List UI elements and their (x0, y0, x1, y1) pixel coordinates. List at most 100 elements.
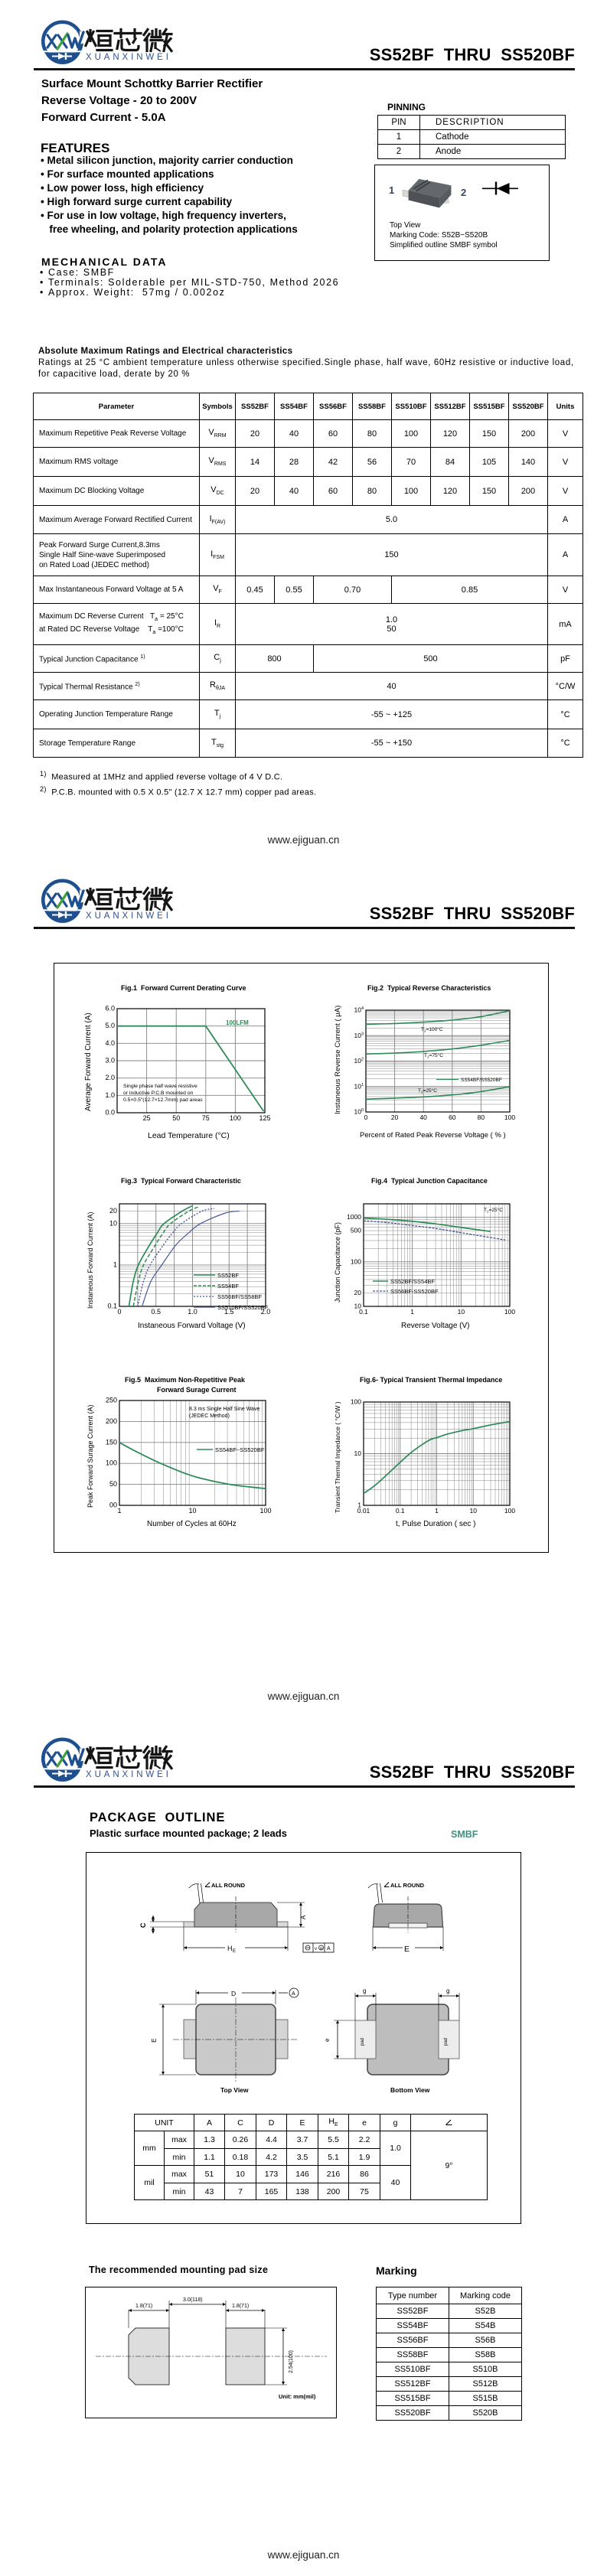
svg-text:0.01: 0.01 (357, 1507, 370, 1515)
svg-text:60: 60 (449, 1114, 456, 1121)
svg-text:10: 10 (109, 1219, 117, 1227)
svg-text:10: 10 (458, 1308, 465, 1316)
svg-text:SS52BF/SS54BF: SS52BF/SS54BF (390, 1278, 435, 1285)
svg-text:H: H (227, 1945, 233, 1952)
svg-text:0.1: 0.1 (107, 1303, 117, 1310)
svg-text:0.5×0.5"(12.7×12.7mm) pad area: 0.5×0.5"(12.7×12.7mm) pad areas (123, 1097, 203, 1103)
svg-text:J: J (427, 1055, 429, 1059)
svg-text:D: D (231, 1990, 236, 1997)
svg-text:0: 0 (117, 1308, 121, 1316)
svg-text:Top View: Top View (220, 2086, 249, 2094)
svg-text:SS56BF-SS520BF: SS56BF-SS520BF (390, 1288, 439, 1295)
svg-text:e: e (324, 2038, 331, 2042)
svg-text:100LFM: 100LFM (226, 1019, 249, 1026)
svg-text:=25°C: =25°C (423, 1087, 438, 1094)
svg-text:SS54BF: SS54BF (217, 1283, 239, 1290)
svg-text:3.0: 3.0 (105, 1057, 115, 1065)
svg-text:1.0: 1.0 (188, 1308, 197, 1316)
svg-text:T: T (484, 1208, 487, 1213)
svg-text:80: 80 (478, 1114, 485, 1121)
svg-text:ALL ROUND: ALL ROUND (211, 1882, 246, 1889)
svg-text:150: 150 (106, 1438, 117, 1446)
svg-text:104: 104 (354, 1006, 364, 1014)
svg-text:40: 40 (419, 1114, 427, 1121)
svg-text:3.0(118): 3.0(118) (183, 2297, 203, 2303)
svg-text:50: 50 (109, 1480, 117, 1488)
svg-text:v: v (315, 1947, 317, 1952)
svg-text:5.0: 5.0 (105, 1022, 115, 1029)
svg-text:10: 10 (188, 1507, 196, 1515)
svg-text:6.0: 6.0 (105, 1005, 115, 1012)
svg-text:25: 25 (143, 1114, 151, 1122)
svg-text:1000: 1000 (347, 1213, 361, 1221)
svg-text:SS510BF/SS520BF: SS510BF/SS520BF (217, 1304, 269, 1311)
svg-text:Bottom View: Bottom View (390, 2086, 430, 2094)
svg-text:A: A (292, 1991, 295, 1997)
svg-text:20: 20 (391, 1114, 399, 1121)
svg-text:101: 101 (354, 1082, 364, 1090)
svg-text:2.0: 2.0 (105, 1074, 115, 1081)
svg-text:20: 20 (354, 1289, 362, 1296)
svg-text:0.0: 0.0 (105, 1109, 115, 1117)
svg-text:0.1: 0.1 (359, 1308, 368, 1316)
svg-text:100: 100 (504, 1308, 515, 1316)
svg-text:2.54(100): 2.54(100) (289, 2350, 294, 2373)
svg-text:pad: pad (361, 2038, 365, 2046)
svg-text:g: g (446, 1987, 449, 1994)
svg-text:250: 250 (106, 1397, 117, 1404)
svg-text:20: 20 (109, 1207, 117, 1215)
svg-text:E: E (150, 2038, 158, 2043)
svg-text:E: E (233, 1949, 236, 1954)
svg-text:100: 100 (106, 1459, 117, 1467)
svg-text:100: 100 (230, 1114, 241, 1122)
svg-text:100: 100 (351, 1257, 361, 1265)
svg-text:SS54BF~SS520BF: SS54BF~SS520BF (215, 1446, 265, 1453)
svg-text:100: 100 (504, 1114, 515, 1121)
svg-text:(JEDEC Method): (JEDEC Method) (189, 1414, 230, 1419)
svg-text:500: 500 (351, 1227, 361, 1234)
svg-text:102: 102 (354, 1057, 364, 1065)
svg-text:0.5: 0.5 (151, 1308, 161, 1316)
svg-text:1: 1 (435, 1507, 439, 1515)
svg-text:1.0: 1.0 (105, 1091, 115, 1099)
svg-text:10: 10 (354, 1303, 362, 1310)
svg-text:103: 103 (354, 1032, 364, 1039)
svg-text:50: 50 (172, 1114, 180, 1122)
svg-text:8.3 ms Single Half Sine Wave: 8.3 ms Single Half Sine Wave (189, 1407, 259, 1412)
svg-text:1.5: 1.5 (224, 1308, 234, 1316)
svg-text:pad: pad (444, 2038, 449, 2046)
svg-text:J: J (424, 1029, 426, 1033)
svg-text:125: 125 (259, 1114, 270, 1122)
svg-text:A: A (300, 1915, 307, 1919)
svg-text:C: C (139, 1922, 147, 1928)
svg-text:4.0: 4.0 (105, 1039, 115, 1047)
svg-text:ALL ROUND: ALL ROUND (390, 1882, 425, 1889)
svg-text:1: 1 (117, 1507, 121, 1515)
svg-text:1: 1 (357, 1502, 361, 1509)
svg-text:75: 75 (202, 1114, 210, 1122)
svg-text:200: 200 (106, 1417, 117, 1425)
svg-text:2.0: 2.0 (261, 1308, 271, 1316)
svg-text:A: A (327, 1946, 331, 1952)
svg-text:or inductive P.C.B mounted on: or inductive P.C.B mounted on (123, 1091, 194, 1096)
svg-text:SS52BF: SS52BF (217, 1272, 239, 1279)
svg-text:0.1: 0.1 (396, 1507, 405, 1515)
svg-text:00: 00 (109, 1502, 117, 1509)
svg-text:J: J (421, 1091, 423, 1094)
svg-text:g: g (363, 1987, 366, 1994)
svg-text:=100°C: =100°C (426, 1026, 443, 1032)
svg-text:1: 1 (410, 1308, 414, 1316)
svg-text:10: 10 (354, 1449, 362, 1457)
svg-text:1.8(71): 1.8(71) (232, 2304, 249, 2309)
svg-text:SS54BF/SS520BF: SS54BF/SS520BF (461, 1078, 502, 1083)
svg-text:T: T (418, 1088, 421, 1094)
svg-text:T: T (421, 1027, 424, 1032)
svg-text:=25°C: =25°C (489, 1207, 504, 1213)
svg-text:M: M (320, 1946, 323, 1950)
svg-text:=75°C: =75°C (429, 1052, 444, 1058)
svg-text:1.8(71): 1.8(71) (135, 2304, 152, 2309)
svg-text:100: 100 (351, 1398, 361, 1406)
svg-text:T: T (424, 1053, 427, 1058)
svg-text:0: 0 (364, 1114, 368, 1121)
svg-text:Single phase half wave resisti: Single phase half wave resistive (123, 1084, 197, 1089)
